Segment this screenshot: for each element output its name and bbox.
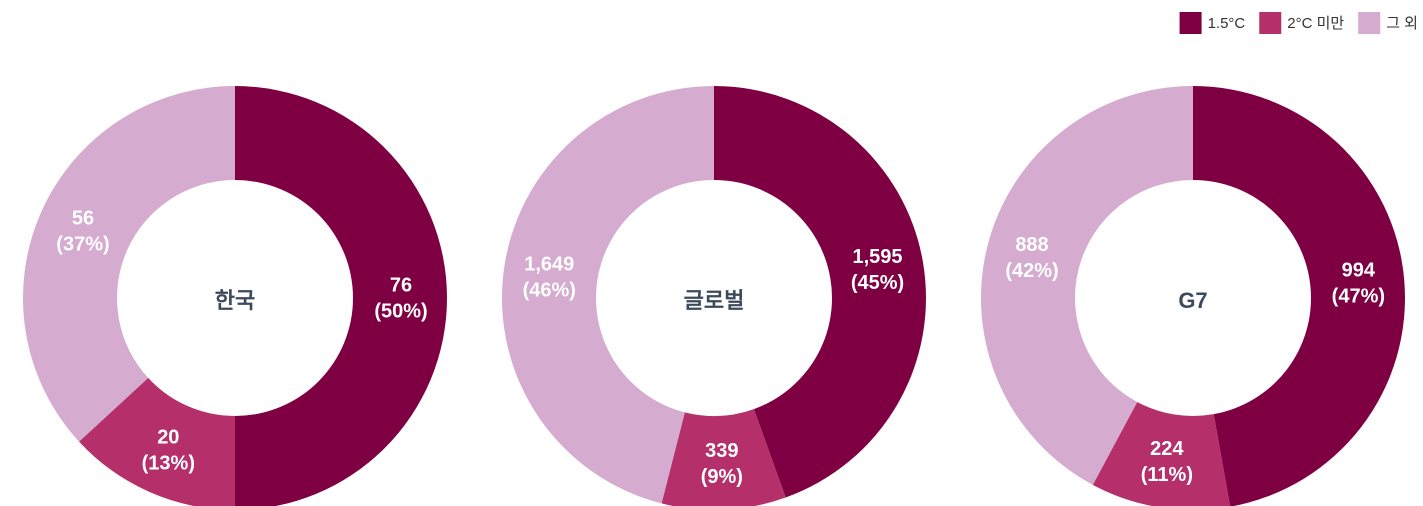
legend-label: 그 외 — [1386, 15, 1418, 32]
percent-label: (46%) — [523, 280, 576, 302]
value-label: 1,649 — [524, 254, 574, 276]
center-title: 글로벌 — [684, 288, 745, 313]
donut-slice — [235, 86, 447, 506]
donut-slice — [22, 86, 235, 442]
percent-label: (37%) — [56, 234, 109, 256]
percent-label: (47%) — [1332, 286, 1385, 308]
percent-label: (11%) — [1141, 464, 1193, 486]
percent-label: (45%) — [851, 272, 904, 294]
legend: 1.5°C 2°C 미만 그 외 — [1179, 12, 1418, 34]
donut-slice — [981, 86, 1193, 485]
legend-label: 1.5°C — [1208, 15, 1246, 32]
percent-label: (50%) — [374, 300, 427, 322]
value-label: 56 — [72, 208, 94, 230]
legend-label: 2°C 미만 — [1287, 15, 1344, 32]
donut-slice — [1092, 401, 1230, 506]
value-label: 888 — [1015, 234, 1048, 256]
center-title: 한국 — [215, 288, 255, 313]
legend-swatch — [1358, 12, 1381, 34]
value-label: 20 — [157, 426, 179, 448]
donut-slice — [1193, 86, 1405, 506]
value-label: 76 — [390, 274, 412, 296]
percent-label: (9%) — [701, 466, 743, 488]
donut-slice — [79, 377, 235, 506]
percent-label: (42%) — [1005, 260, 1058, 282]
donut-slice — [661, 409, 786, 506]
value-label: 339 — [705, 440, 738, 462]
percent-label: (13%) — [142, 452, 195, 474]
donut-slice — [714, 86, 926, 498]
legend-swatch — [1179, 12, 1202, 34]
legend-swatch — [1259, 12, 1282, 34]
value-label: 994 — [1342, 260, 1376, 282]
donut-slice — [502, 86, 714, 504]
center-title: G7 — [1178, 288, 1207, 313]
value-label: 224 — [1150, 438, 1184, 460]
value-label: 1,595 — [853, 246, 903, 268]
